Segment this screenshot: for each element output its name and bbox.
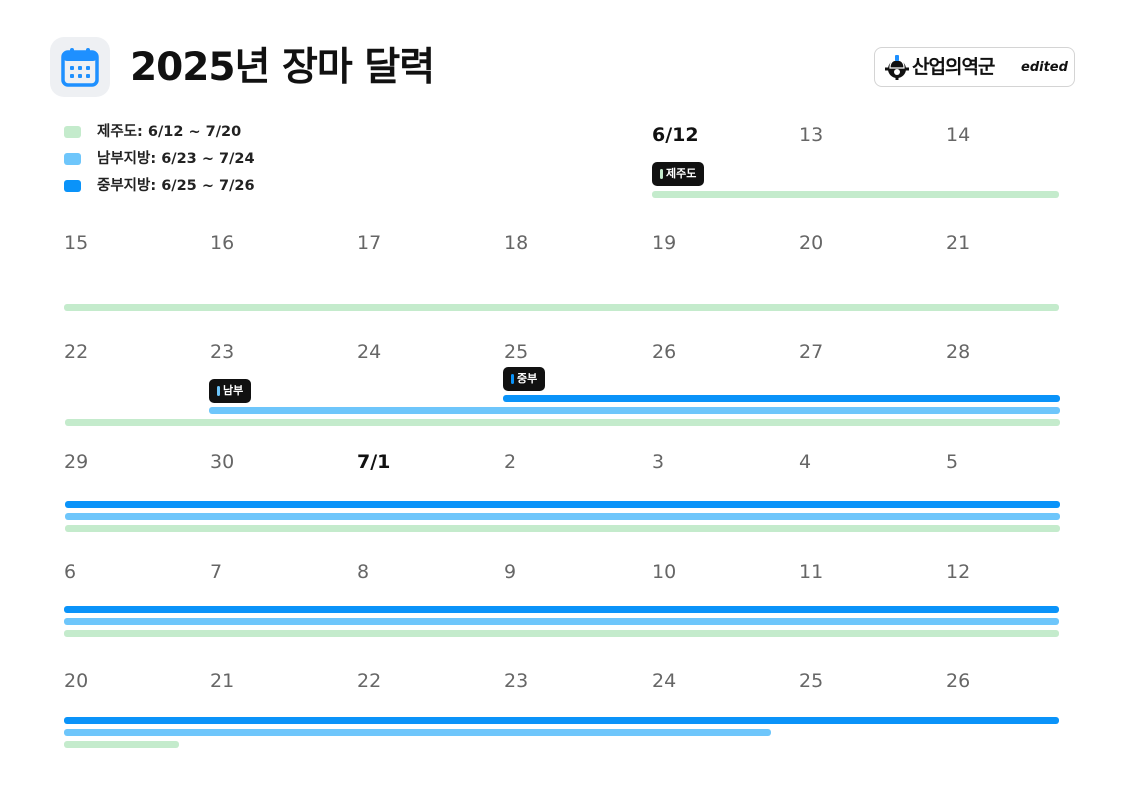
legend-swatch-central (64, 180, 81, 192)
day-cell: 22 (357, 670, 382, 692)
logo-suffix: edited (1021, 60, 1068, 75)
logo-text: 산업의역군 (912, 56, 995, 78)
day-cell: 14 (946, 124, 971, 146)
day-cell: 6/12 (652, 124, 699, 146)
day-cell: 13 (799, 124, 824, 146)
day-cell: 23 (210, 341, 235, 363)
legend-swatch-south (64, 153, 81, 165)
day-cell: 20 (799, 232, 824, 254)
day-cell: 22 (64, 341, 89, 363)
tag-dot (660, 169, 663, 179)
day-cell: 20 (64, 670, 89, 692)
day-cell: 2 (504, 451, 517, 473)
tag-label: 중부 (517, 372, 538, 385)
day-cell: 26 (652, 341, 677, 363)
day-cell: 6 (64, 561, 77, 583)
day-cell: 25 (799, 670, 824, 692)
hardhat-gear-icon (885, 55, 909, 80)
bar-jeju (64, 741, 179, 748)
start-tag-south: 남부 (209, 379, 252, 403)
logo-badge: 산업의역군 edited (874, 47, 1075, 87)
day-cell: 10 (652, 561, 677, 583)
day-cell: 15 (64, 232, 89, 254)
day-cell: 9 (504, 561, 517, 583)
day-cell: 3 (652, 451, 665, 473)
bar-south (209, 407, 1060, 414)
bar-jeju (65, 419, 1060, 426)
bar-jeju (65, 525, 1060, 532)
bar-central (64, 717, 1059, 724)
start-tag-central: 중부 (503, 367, 546, 391)
day-cell: 19 (652, 232, 677, 254)
day-cell: 8 (357, 561, 370, 583)
bar-jeju (652, 191, 1059, 198)
start-tag-jeju: 제주도 (652, 162, 705, 186)
day-cell: 17 (357, 232, 382, 254)
calendar-icon (61, 48, 99, 87)
legend-label-jeju: 제주도: 6/12 ~ 7/20 (97, 124, 242, 140)
day-cell: 5 (946, 451, 959, 473)
day-cell: 7 (210, 561, 223, 583)
bar-south (65, 513, 1060, 520)
day-cell: 12 (946, 561, 971, 583)
bar-central (65, 501, 1060, 508)
tag-dot (511, 374, 514, 384)
bar-jeju (64, 630, 1059, 637)
legend-swatch-jeju (64, 126, 81, 138)
bar-central (64, 606, 1059, 613)
bar-jeju (64, 304, 1059, 311)
legend-label-south: 남부지방: 6/23 ~ 7/24 (97, 151, 255, 167)
day-cell: 30 (210, 451, 235, 473)
day-cell: 24 (652, 670, 677, 692)
day-cell: 28 (946, 341, 971, 363)
page-title: 2025년 장마 달력 (130, 45, 435, 90)
day-cell: 25 (504, 341, 529, 363)
bar-south (64, 729, 771, 736)
day-cell: 4 (799, 451, 812, 473)
day-cell: 21 (946, 232, 971, 254)
tag-label: 제주도 (666, 167, 697, 180)
day-cell: 21 (210, 670, 235, 692)
bar-south (64, 618, 1059, 625)
day-cell: 24 (357, 341, 382, 363)
day-cell: 7/1 (357, 451, 391, 473)
day-cell: 11 (799, 561, 824, 583)
day-cell: 16 (210, 232, 235, 254)
day-cell: 27 (799, 341, 824, 363)
tag-label: 남부 (223, 384, 244, 397)
legend-label-central: 중부지방: 6/25 ~ 7/26 (97, 178, 255, 194)
bar-central (503, 395, 1060, 402)
day-cell: 23 (504, 670, 529, 692)
day-cell: 26 (946, 670, 971, 692)
day-cell: 29 (64, 451, 89, 473)
calendar-icon-tile (50, 37, 110, 97)
day-cell: 18 (504, 232, 529, 254)
tag-dot (217, 386, 220, 396)
